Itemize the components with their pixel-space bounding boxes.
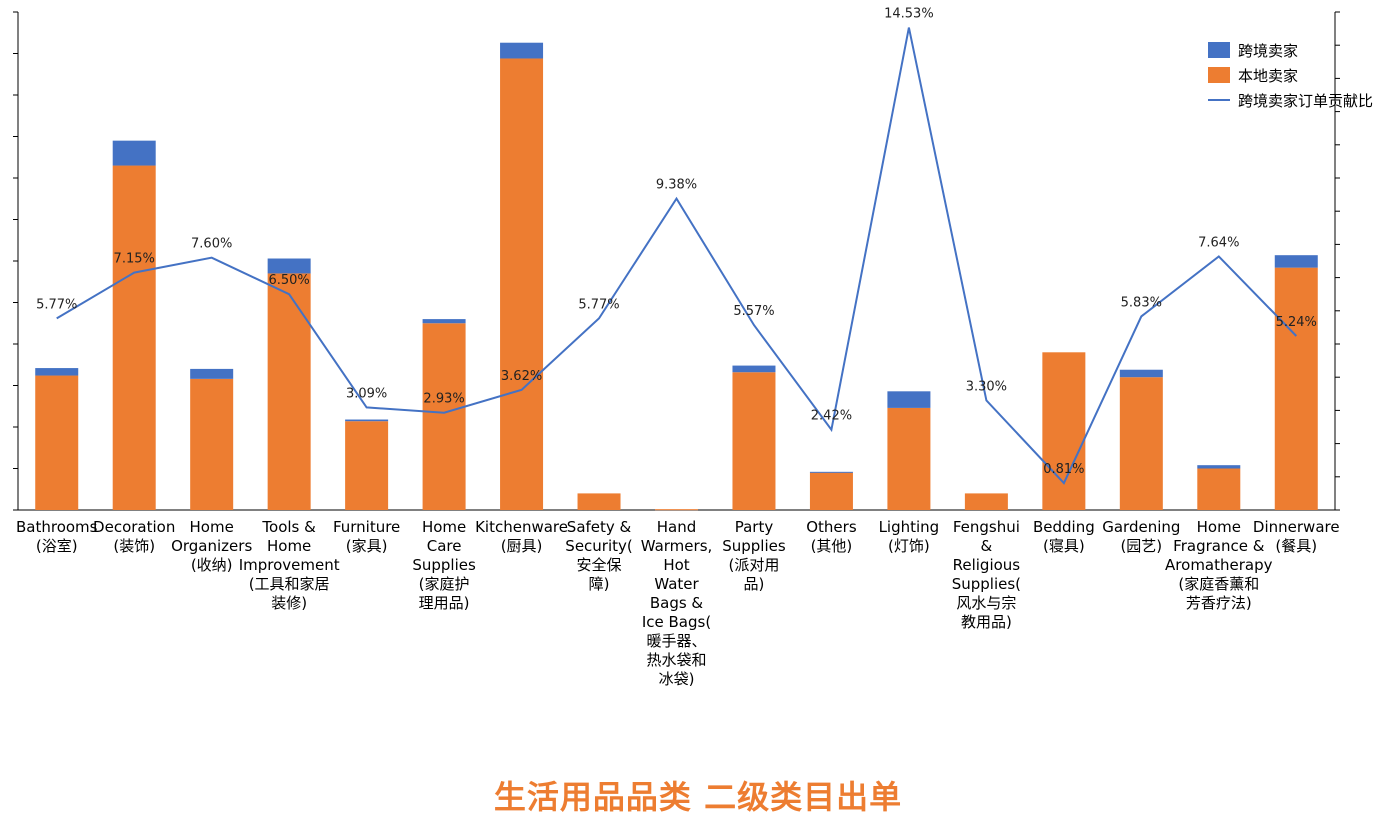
category-label-8: Hand Warmers, Hot Water Bags & Ice Bags(暖手器、热… [641,518,713,688]
bar-segment-crossborder-14 [1119,369,1163,378]
ratio-label-1: 7.15% [114,252,155,267]
category-label-3: Tools & Home Improvement (工具和家居装修) [239,518,340,612]
category-label-16: Dinnerware (餐具) [1253,518,1340,555]
bar-segment-local-0 [35,375,79,510]
bar-segment-crossborder-0 [35,368,79,376]
ratio-label-5: 2.93% [423,392,464,407]
category-label-14: Gardening (园艺) [1102,518,1180,555]
category-label-5: Home Care Supplies (家庭护理用品) [412,518,476,612]
category-label-13: Bedding (寝具) [1033,518,1095,555]
ratio-label-0: 5.77% [36,297,77,312]
ratio-label-15: 7.64% [1198,235,1239,250]
ratio-label-10: 2.42% [811,409,852,424]
bar-segment-local-8 [655,509,698,511]
category-labels: Bathrooms (浴室)Decoration (装饰)Home Organizer… [16,518,1340,688]
ratio-label-4: 3.09% [346,386,387,401]
bar-segment-local-9 [732,372,776,510]
bar-segment-local-11 [887,407,931,510]
ratio-label-2: 7.60% [191,237,232,252]
bar-segment-local-13 [1042,352,1086,510]
bar-segment-crossborder-15 [1197,465,1241,469]
bar-segment-local-3 [267,273,311,510]
legend-label-2: 跨境卖家订单贡献比 [1238,92,1373,110]
category-label-6: Kitchenware (厨具) [475,518,568,555]
ratio-polyline [56,27,1298,485]
bar-segment-local-15 [1197,468,1241,510]
bar-segment-local-10 [809,472,853,510]
bar-segment-local-6 [500,58,544,510]
bar-segment-local-2 [190,378,234,510]
category-label-10: Others (其他) [806,518,857,555]
bar-segment-local-12 [964,493,1008,510]
ratio-label-11: 14.53% [884,7,934,22]
legend-label-0: 跨境卖家 [1238,42,1298,60]
bars [35,42,1318,511]
ratio-labels: 5.77% 7.15% 7.60% 6.50% 3.09% 2.93% 3.62% 5.77%… [36,7,1317,478]
bar-segment-local-7 [577,493,621,510]
bar-segment-local-1 [112,165,156,511]
bar-segment-crossborder-11 [887,391,931,408]
bar-segment-local-4 [345,421,389,510]
bar-segment-crossborder-2 [190,368,234,379]
chart-title: 生活用品品类 二级类目出单 [493,778,903,816]
category-label-9: Party Supplies (派对用品) [722,518,786,593]
bar-segment-crossborder-9 [732,365,776,373]
category-label-12: Fengshui & Religious Supplies(风水与宗教用品) [952,518,1021,631]
category-label-1: Decoration (装饰) [93,518,175,555]
bar-segment-crossborder-5 [422,319,466,324]
bar-segment-crossborder-1 [112,140,156,166]
legend-swatch-0 [1208,42,1230,58]
category-label-4: Furniture (家具) [333,518,400,555]
ratio-label-14: 5.83% [1121,295,1162,310]
category-label-15: Home Fragrance & Aromatherapy (家庭香薰和芳香疗法) [1165,518,1273,612]
ratio-label-7: 5.77% [578,297,619,312]
ratio-label-3: 6.50% [268,273,309,288]
bar-segment-local-5 [422,323,466,510]
bar-segment-crossborder-16 [1274,255,1318,268]
bar-segment-crossborder-4 [345,419,389,422]
category-label-7: Safety & Security(安全保障) [565,518,632,593]
legend-swatch-1 [1208,67,1230,83]
bar-segment-crossborder-3 [267,258,311,274]
ratio-label-9: 5.57% [733,304,774,319]
ratio-label-8: 9.38% [656,178,697,193]
category-label-2: Home Organizers (收纳) [171,518,252,574]
ratio-label-16: 5.24% [1276,315,1317,330]
ratio-label-13: 0.81% [1043,462,1084,477]
category-label-0: Bathrooms (浴室) [16,518,98,555]
legend-label-1: 本地卖家 [1238,67,1298,85]
ratio-line [56,27,1298,485]
category-label-11: Lighting (灯饰) [879,518,940,555]
ratio-label-12: 3.30% [966,379,1007,394]
bar-segment-crossborder-10 [809,471,853,473]
ratio-label-6: 3.62% [501,369,542,384]
bar-segment-local-14 [1119,377,1163,510]
bar-segment-crossborder-6 [500,42,544,59]
bar-segment-local-16 [1274,267,1318,510]
